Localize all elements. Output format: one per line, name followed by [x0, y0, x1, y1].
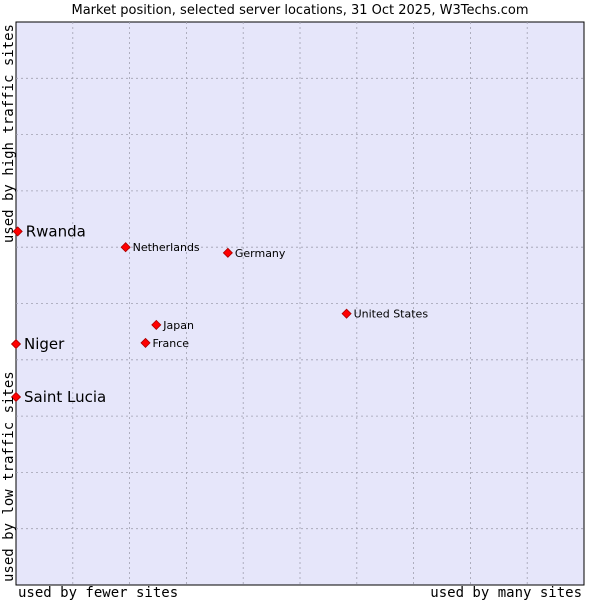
point-label-germany: Germany [235, 247, 286, 260]
point-label-japan: Japan [162, 319, 194, 332]
point-label-netherlands: Netherlands [133, 241, 200, 254]
point-label-saint-lucia: Saint Lucia [24, 388, 106, 406]
x-axis-label-right: used by many sites [430, 585, 582, 600]
data-point-niger [10, 338, 22, 350]
data-point-united-states [341, 308, 352, 319]
data-point-japan [151, 319, 162, 330]
point-label-united-states: United States [354, 308, 429, 321]
grid-lines [16, 22, 584, 585]
data-point-rwanda [12, 226, 23, 237]
y-axis-label-top: used by high traffic sites [1, 24, 17, 243]
chart-title: Market position, selected server locatio… [71, 3, 528, 18]
point-labels: Rwanda Niger Saint Lucia Netherlands Germany… [24, 222, 428, 406]
data-point-germany [222, 247, 233, 258]
point-label-rwanda: Rwanda [26, 222, 86, 240]
point-label-niger: Niger [24, 335, 65, 353]
data-point-france [140, 337, 151, 348]
data-points [10, 226, 352, 403]
data-point-netherlands [120, 242, 131, 253]
data-point-saint-lucia [10, 391, 22, 403]
x-axis-label-left: used by fewer sites [18, 585, 178, 600]
y-axis-label-bottom: used by low traffic sites [1, 371, 17, 582]
point-label-france: France [153, 337, 190, 350]
